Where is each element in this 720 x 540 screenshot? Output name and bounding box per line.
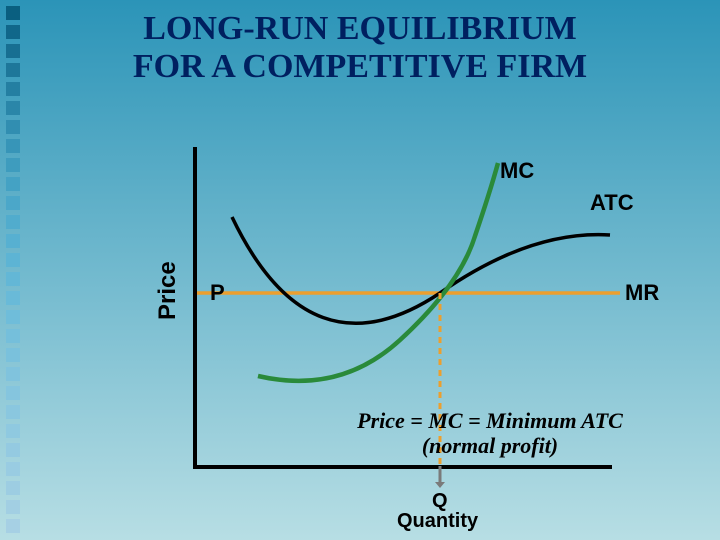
eq-line1: Price = MC = Minimum ATC — [357, 408, 623, 433]
mr-label: MR — [625, 280, 659, 306]
q-arrow — [435, 466, 445, 488]
slide-title: LONG-RUN EQUILIBRIUM FOR A COMPETITIVE F… — [0, 10, 720, 86]
atc-label: ATC — [590, 190, 634, 216]
mc-curve — [258, 163, 498, 381]
quantity-label: Quantity — [397, 510, 478, 533]
price-label: P — [210, 280, 225, 306]
atc-curve — [232, 217, 610, 323]
equilibrium-text: Price = MC = Minimum ATC (normal profit) — [300, 408, 680, 459]
slide: LONG-RUN EQUILIBRIUM FOR A COMPETITIVE F… — [0, 0, 720, 540]
title-line2: FOR A COMPETITIVE FIRM — [133, 48, 587, 85]
eq-line2: (normal profit) — [422, 433, 558, 458]
mc-label: MC — [500, 158, 534, 184]
title-line1: LONG-RUN EQUILIBRIUM — [143, 10, 577, 47]
